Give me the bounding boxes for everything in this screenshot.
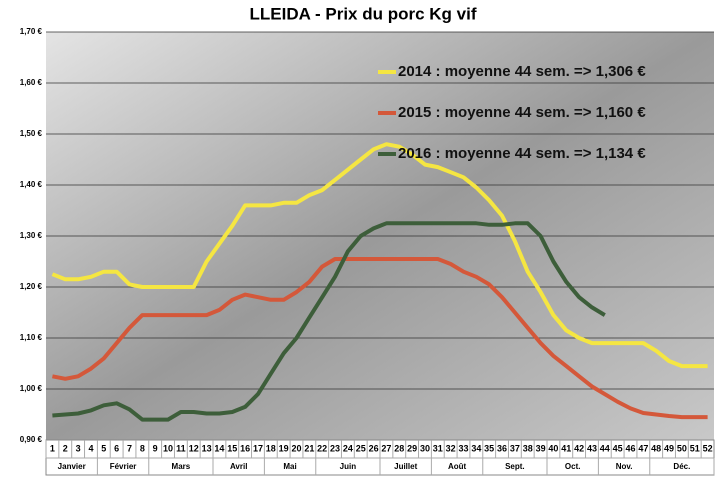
x-tick-label: 15 xyxy=(227,443,237,453)
x-tick-label: 11 xyxy=(176,443,186,453)
month-label: Août xyxy=(448,462,467,471)
y-tick-label: 1,60 € xyxy=(20,78,43,87)
x-tick-label: 39 xyxy=(536,443,546,453)
month-label: Avril xyxy=(230,462,248,471)
x-tick-label: 16 xyxy=(240,443,250,453)
x-tick-label: 20 xyxy=(291,443,301,453)
x-tick-label: 28 xyxy=(394,443,404,453)
y-tick-label: 1,30 € xyxy=(20,231,43,240)
x-tick-label: 35 xyxy=(484,443,494,453)
x-tick-label: 5 xyxy=(101,443,106,453)
x-tick-label: 14 xyxy=(214,443,224,453)
x-tick-label: 38 xyxy=(523,443,533,453)
x-tick-label: 50 xyxy=(677,443,687,453)
series-line xyxy=(52,257,708,420)
legend-label: 2016 : moyenne 44 sem. => 1,134 € xyxy=(398,145,646,162)
month-label: Déc. xyxy=(673,462,690,471)
y-tick-label: 1,70 € xyxy=(20,27,43,36)
y-tick-label: 1,00 € xyxy=(20,384,43,393)
x-tick-label: 17 xyxy=(253,443,263,453)
x-tick-label: 23 xyxy=(330,443,340,453)
x-tick-label: 9 xyxy=(153,443,158,453)
series-line xyxy=(52,221,606,422)
x-tick-label: 29 xyxy=(407,443,417,453)
month-label: Mai xyxy=(283,462,296,471)
month-label: Janvier xyxy=(58,462,86,471)
month-label: Février xyxy=(110,462,137,471)
x-tick-label: 26 xyxy=(369,443,379,453)
x-tick-label: 40 xyxy=(548,443,558,453)
x-tick-label: 45 xyxy=(613,443,623,453)
month-label: Mars xyxy=(172,462,191,471)
x-tick-label: 52 xyxy=(703,443,713,453)
month-label: Sept. xyxy=(505,462,525,471)
x-tick-label: 47 xyxy=(638,443,648,453)
x-tick-label: 2 xyxy=(63,443,68,453)
x-tick-label: 48 xyxy=(651,443,661,453)
x-tick-label: 24 xyxy=(343,443,353,453)
month-label: Nov. xyxy=(616,462,633,471)
x-tick-label: 32 xyxy=(446,443,456,453)
y-tick-label: 1,20 € xyxy=(20,282,43,291)
month-label: Oct. xyxy=(565,462,581,471)
y-tick-label: 1,40 € xyxy=(20,180,43,189)
x-tick-label: 6 xyxy=(114,443,119,453)
x-tick-label: 22 xyxy=(317,443,327,453)
x-tick-label: 3 xyxy=(76,443,81,453)
x-tick-label: 42 xyxy=(574,443,584,453)
y-tick-label: 1,10 € xyxy=(20,333,43,342)
x-tick-label: 31 xyxy=(433,443,443,453)
chart-title: LLEIDA - Prix du porc Kg vif xyxy=(250,4,477,23)
x-tick-label: 30 xyxy=(420,443,430,453)
x-tick-label: 44 xyxy=(600,443,610,453)
series-line xyxy=(51,142,708,369)
x-tick-label: 21 xyxy=(304,443,314,453)
x-tick-label: 4 xyxy=(88,443,93,453)
x-tick-label: 19 xyxy=(279,443,289,453)
y-tick-label: 0,90 € xyxy=(20,435,43,444)
x-tick-label: 1 xyxy=(50,443,55,453)
x-tick-label: 34 xyxy=(471,443,481,453)
x-tick-label: 18 xyxy=(266,443,276,453)
y-tick-label: 1,50 € xyxy=(20,129,43,138)
x-tick-label: 37 xyxy=(510,443,520,453)
x-tick-label: 7 xyxy=(127,443,132,453)
x-tick-label: 25 xyxy=(356,443,366,453)
x-tick-label: 8 xyxy=(140,443,145,453)
x-tick-label: 49 xyxy=(664,443,674,453)
x-tick-label: 33 xyxy=(458,443,468,453)
month-label: Juin xyxy=(340,462,357,471)
x-tick-label: 27 xyxy=(381,443,391,453)
month-label: Juillet xyxy=(394,462,417,471)
legend-label: 2014 : moyenne 44 sem. => 1,306 € xyxy=(398,63,646,80)
x-tick-label: 41 xyxy=(561,443,571,453)
x-tick-label: 36 xyxy=(497,443,507,453)
x-tick-label: 51 xyxy=(690,443,700,453)
legend-label: 2015 : moyenne 44 sem. => 1,160 € xyxy=(398,104,646,121)
x-tick-label: 12 xyxy=(189,443,199,453)
x-tick-label: 10 xyxy=(163,443,173,453)
x-tick-label: 13 xyxy=(202,443,212,453)
x-tick-label: 43 xyxy=(587,443,597,453)
x-tick-label: 46 xyxy=(625,443,635,453)
